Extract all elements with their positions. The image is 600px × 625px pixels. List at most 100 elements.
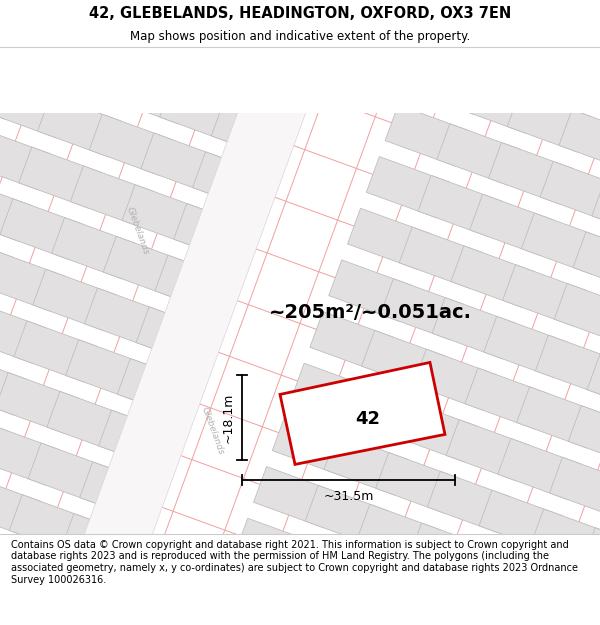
Polygon shape — [418, 176, 502, 237]
Polygon shape — [329, 260, 412, 321]
Polygon shape — [0, 232, 13, 293]
Polygon shape — [470, 194, 553, 256]
Polygon shape — [357, 504, 440, 566]
Polygon shape — [38, 96, 121, 157]
Polygon shape — [367, 157, 450, 218]
Polygon shape — [592, 180, 600, 241]
Polygon shape — [65, 339, 149, 401]
Polygon shape — [465, 368, 548, 429]
Polygon shape — [540, 161, 600, 222]
Text: Contains OS data © Crown copyright and database right 2021. This information is : Contains OS data © Crown copyright and d… — [11, 540, 578, 584]
Text: Glebelands: Glebelands — [200, 405, 226, 456]
Polygon shape — [503, 264, 586, 326]
Polygon shape — [33, 269, 116, 331]
Polygon shape — [343, 382, 426, 443]
Polygon shape — [14, 321, 97, 382]
Polygon shape — [376, 452, 459, 514]
Polygon shape — [272, 415, 356, 476]
Polygon shape — [230, 49, 314, 110]
Polygon shape — [0, 0, 499, 625]
Polygon shape — [413, 349, 497, 411]
Polygon shape — [85, 288, 168, 349]
Text: ~18.1m: ~18.1m — [221, 392, 235, 443]
Polygon shape — [160, 81, 243, 142]
Polygon shape — [568, 406, 600, 467]
Polygon shape — [380, 279, 464, 340]
Polygon shape — [155, 255, 238, 316]
Polygon shape — [70, 166, 154, 228]
Polygon shape — [0, 302, 46, 363]
Polygon shape — [508, 91, 591, 152]
Polygon shape — [80, 462, 163, 523]
Polygon shape — [280, 362, 445, 464]
Polygon shape — [399, 227, 482, 288]
Polygon shape — [479, 490, 562, 551]
Polygon shape — [174, 204, 257, 265]
Polygon shape — [98, 410, 182, 471]
Polygon shape — [394, 401, 478, 462]
Polygon shape — [451, 246, 535, 308]
Text: ~31.5m: ~31.5m — [323, 490, 374, 503]
Polygon shape — [530, 509, 600, 570]
Polygon shape — [52, 217, 135, 279]
Polygon shape — [347, 208, 431, 269]
Polygon shape — [118, 359, 201, 420]
Polygon shape — [573, 232, 600, 293]
Polygon shape — [0, 528, 22, 589]
Polygon shape — [0, 199, 83, 260]
Polygon shape — [19, 147, 102, 208]
Polygon shape — [559, 109, 600, 171]
Text: ~205m²/~0.051ac.: ~205m²/~0.051ac. — [268, 303, 472, 322]
Polygon shape — [0, 77, 70, 138]
Polygon shape — [61, 514, 145, 575]
Polygon shape — [122, 184, 206, 246]
Polygon shape — [526, 39, 600, 101]
Polygon shape — [0, 58, 17, 119]
Polygon shape — [446, 419, 530, 481]
Text: 42: 42 — [355, 410, 380, 428]
Polygon shape — [432, 298, 515, 359]
Polygon shape — [291, 363, 374, 424]
Polygon shape — [305, 486, 389, 547]
Polygon shape — [535, 335, 600, 396]
Polygon shape — [310, 312, 394, 373]
Polygon shape — [56, 44, 140, 105]
Polygon shape — [9, 495, 92, 556]
Polygon shape — [28, 443, 112, 504]
Polygon shape — [0, 128, 50, 189]
Polygon shape — [362, 331, 445, 392]
Polygon shape — [484, 316, 567, 378]
Polygon shape — [517, 387, 600, 448]
Polygon shape — [211, 100, 295, 161]
Polygon shape — [455, 72, 539, 133]
Text: Map shows position and indicative extent of the property.: Map shows position and indicative extent… — [130, 30, 470, 43]
Polygon shape — [0, 354, 27, 415]
Text: Glebelands: Glebelands — [125, 205, 151, 256]
Polygon shape — [0, 180, 32, 241]
Polygon shape — [437, 124, 520, 185]
Polygon shape — [108, 62, 191, 124]
Polygon shape — [409, 523, 492, 584]
Polygon shape — [521, 213, 600, 274]
Polygon shape — [103, 236, 187, 298]
Polygon shape — [498, 439, 581, 500]
Polygon shape — [0, 251, 65, 312]
Polygon shape — [324, 434, 407, 495]
Polygon shape — [141, 133, 224, 194]
Polygon shape — [286, 537, 370, 598]
Polygon shape — [89, 114, 173, 176]
Polygon shape — [0, 406, 8, 467]
Polygon shape — [254, 467, 337, 528]
Polygon shape — [136, 307, 220, 368]
Polygon shape — [193, 152, 276, 213]
Polygon shape — [427, 471, 511, 532]
Polygon shape — [0, 372, 79, 434]
Polygon shape — [583, 528, 600, 589]
Polygon shape — [0, 476, 41, 538]
Polygon shape — [587, 354, 600, 415]
Polygon shape — [47, 391, 130, 452]
Text: 42, GLEBELANDS, HEADINGTON, OXFORD, OX3 7EN: 42, GLEBELANDS, HEADINGTON, OXFORD, OX3 … — [89, 6, 511, 21]
Polygon shape — [578, 58, 600, 119]
Polygon shape — [550, 458, 600, 519]
Polygon shape — [554, 284, 600, 345]
